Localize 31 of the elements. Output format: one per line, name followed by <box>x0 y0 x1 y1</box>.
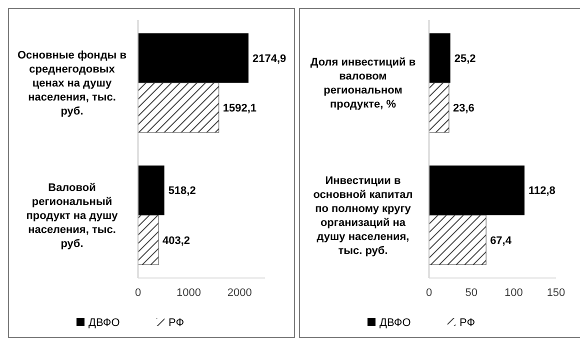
data-label: 112,8 <box>528 185 556 198</box>
data-label: 23,6 <box>452 102 474 115</box>
x-tick-label: 1000 <box>176 287 202 299</box>
x-tick-label: 100 <box>504 287 523 299</box>
data-label: 25,2 <box>454 52 476 65</box>
bar <box>428 82 450 133</box>
y-tick-label: Валовой региональный продукт на душу населения, тыс. руб. <box>26 182 119 250</box>
bar <box>429 33 450 83</box>
x-tick-label: 0 <box>134 287 142 299</box>
data-label: 1592,1 <box>222 102 257 115</box>
bar <box>428 214 486 266</box>
legend-label: РФ <box>460 317 476 329</box>
bar <box>138 214 159 266</box>
bar <box>429 166 525 216</box>
data-label: 518,2 <box>168 185 196 198</box>
data-label: 403,2 <box>162 234 190 247</box>
legend-label: РФ <box>168 317 184 329</box>
y-tick-label: Доля инвестиций в валовом региональном продукте, % <box>310 56 416 111</box>
legend-label: ДВФО <box>380 317 412 329</box>
x-tick-label: 0 <box>426 287 432 299</box>
x-tick-label: 50 <box>465 287 478 299</box>
bar <box>138 166 164 216</box>
legend-label: ДВФО <box>88 317 120 329</box>
data-label: 2174,9 <box>252 52 286 65</box>
x-tick-label: 2000 <box>227 287 252 299</box>
x-tick-label: 150 <box>546 287 566 299</box>
y-tick-label: Инвестиции в основной капитал по полному кругу организаций на душу населения, тыс. руб. <box>313 175 413 258</box>
bar <box>138 82 220 133</box>
data-label: 67,4 <box>490 234 512 247</box>
y-tick-label: Основные фонды в среднегодовых ценах на душу населения, тыс. руб. <box>17 50 127 118</box>
bar <box>138 33 248 83</box>
